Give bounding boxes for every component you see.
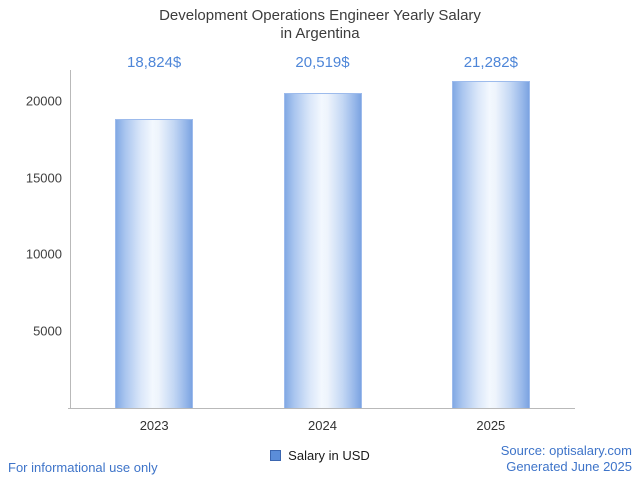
x-tick-label-2025: 2025: [476, 418, 506, 433]
legend-marker-icon: [270, 450, 282, 461]
legend-label: Salary in USD: [288, 448, 370, 463]
bar-value-label-2024: 20,519$: [295, 54, 350, 71]
chart-title: Development Operations Engineer Yearly S…: [0, 7, 640, 43]
bar-2023[interactable]: [115, 119, 194, 408]
source-text: Source: optisalary.com: [500, 443, 632, 458]
bar-value-label-2025: 21,282$: [463, 54, 518, 71]
x-tick-label-2023: 2023: [139, 418, 169, 433]
chart-title-line1: Development Operations Engineer Yearly S…: [159, 7, 481, 24]
legend: Salary in USD: [0, 448, 640, 463]
bar-2024[interactable]: [283, 93, 362, 408]
y-tick-label-20000: 20000: [25, 93, 62, 109]
y-tick-label-15000: 15000: [25, 170, 62, 186]
x-axis-line: [68, 408, 575, 409]
generated-text: Generated June 2025: [506, 459, 632, 474]
bar-value-label-2023: 18,824$: [127, 54, 182, 71]
x-tick-label-2024: 2024: [308, 418, 337, 433]
y-axis-line: [70, 70, 71, 408]
footer-credits: Source: optisalary.com Generated June 20…: [501, 443, 632, 475]
bar-2025[interactable]: [451, 81, 530, 408]
y-tick-label-10000: 10000: [25, 246, 62, 262]
chart-title-line2: in Argentina: [280, 25, 360, 42]
y-tick-label-5000: 5000: [33, 323, 62, 339]
disclaimer-text: For informational use only: [8, 460, 158, 475]
